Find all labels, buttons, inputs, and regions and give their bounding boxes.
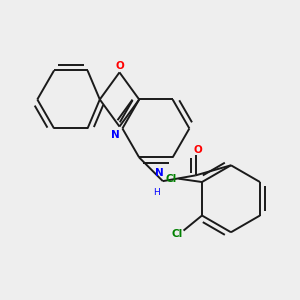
- Text: O: O: [194, 145, 202, 154]
- Text: N: N: [155, 168, 164, 178]
- Text: H: H: [153, 188, 160, 197]
- Text: Cl: Cl: [166, 174, 177, 184]
- Text: O: O: [115, 61, 124, 71]
- Text: N: N: [111, 130, 120, 140]
- Text: Cl: Cl: [172, 229, 183, 239]
